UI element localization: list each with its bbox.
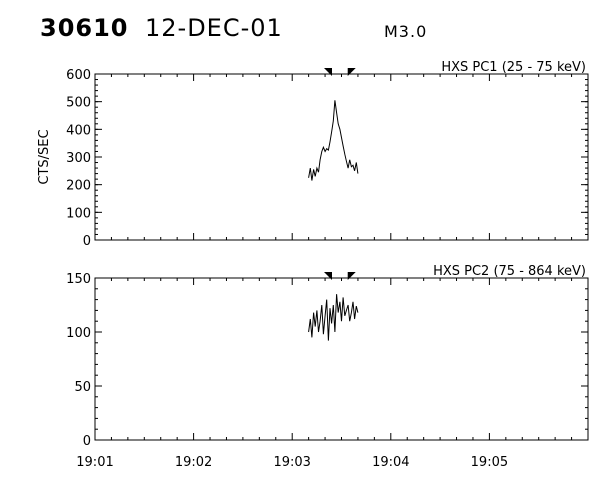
y-tick-label: 500 (66, 96, 91, 111)
event-id: 30610 (40, 14, 129, 42)
x-tick-label: 19:05 (471, 455, 508, 470)
x-tick-label: 19:04 (372, 455, 409, 470)
y-tick-label: 100 (66, 326, 91, 341)
plot-frame-2 (94, 277, 589, 441)
y-tick-label: 300 (66, 151, 91, 166)
flare-class: M3.0 (384, 22, 428, 41)
series-line-2 (308, 294, 359, 341)
interval-marker (323, 68, 332, 76)
y-tick-label: 400 (66, 123, 91, 138)
y-tick-label: 0 (83, 434, 91, 449)
panel-title: HXS PC2 (75 - 864 keV) (433, 264, 586, 279)
y-tick-label: 200 (66, 179, 91, 194)
x-tick-label: 19:03 (273, 455, 310, 470)
interval-marker (323, 272, 332, 280)
event-date: 12-DEC-01 (145, 14, 283, 42)
series-line-1 (308, 100, 359, 181)
y-tick-label: 0 (83, 234, 91, 249)
x-tick-label: 19:02 (175, 455, 212, 470)
interval-marker (347, 68, 356, 76)
plot-frame-1 (94, 73, 589, 241)
y-tick-label: 100 (66, 206, 91, 221)
y-tick-label: 150 (66, 272, 91, 287)
y-axis-label: CTS/SEC (37, 129, 52, 184)
interval-marker (347, 272, 356, 280)
panel-title: HXS PC1 (25 - 75 keV) (441, 60, 586, 75)
y-tick-label: 600 (66, 68, 91, 83)
x-tick-label: 19:01 (76, 455, 113, 470)
y-tick-label: 50 (74, 380, 91, 395)
